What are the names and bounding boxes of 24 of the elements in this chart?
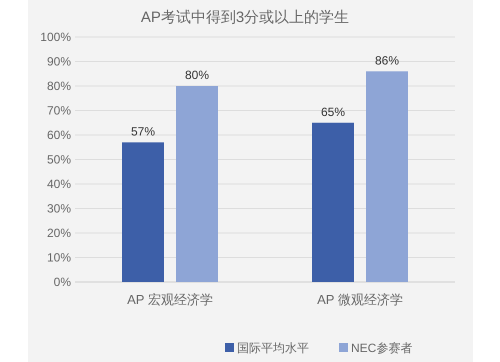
y-tick-label: 40% (46, 177, 72, 191)
bar (122, 142, 164, 282)
text: 80% (184, 68, 210, 82)
bar (176, 86, 218, 282)
y-tick-label: 10% (46, 250, 72, 264)
bar (366, 71, 408, 282)
chart-title: AP考试中得到3分或以上的学生 (140, 9, 350, 26)
text: 65% (320, 104, 346, 119)
text: 86% (374, 53, 400, 68)
y-tick-label: 70% (46, 104, 72, 118)
y-tick-label: 60% (46, 128, 72, 142)
y-tick-label: 50% (46, 152, 72, 166)
y-tick-label: 80% (46, 79, 72, 93)
x-tick-label: AP 微观经济学 (317, 292, 403, 307)
legend-label: 国际平均水平 (237, 341, 309, 355)
legend-label: NEC参赛者 (351, 341, 412, 355)
y-tick-label: 100% (40, 30, 72, 44)
text: 57% (130, 124, 156, 138)
x-tick-label: AP 宏观经济学 (127, 292, 213, 307)
y-tick-label: 90% (46, 54, 72, 68)
y-tick-label: 20% (46, 226, 72, 240)
y-tick-label: 0% (54, 275, 72, 289)
bar (312, 122, 354, 282)
y-tick-label: 30% (46, 202, 72, 216)
